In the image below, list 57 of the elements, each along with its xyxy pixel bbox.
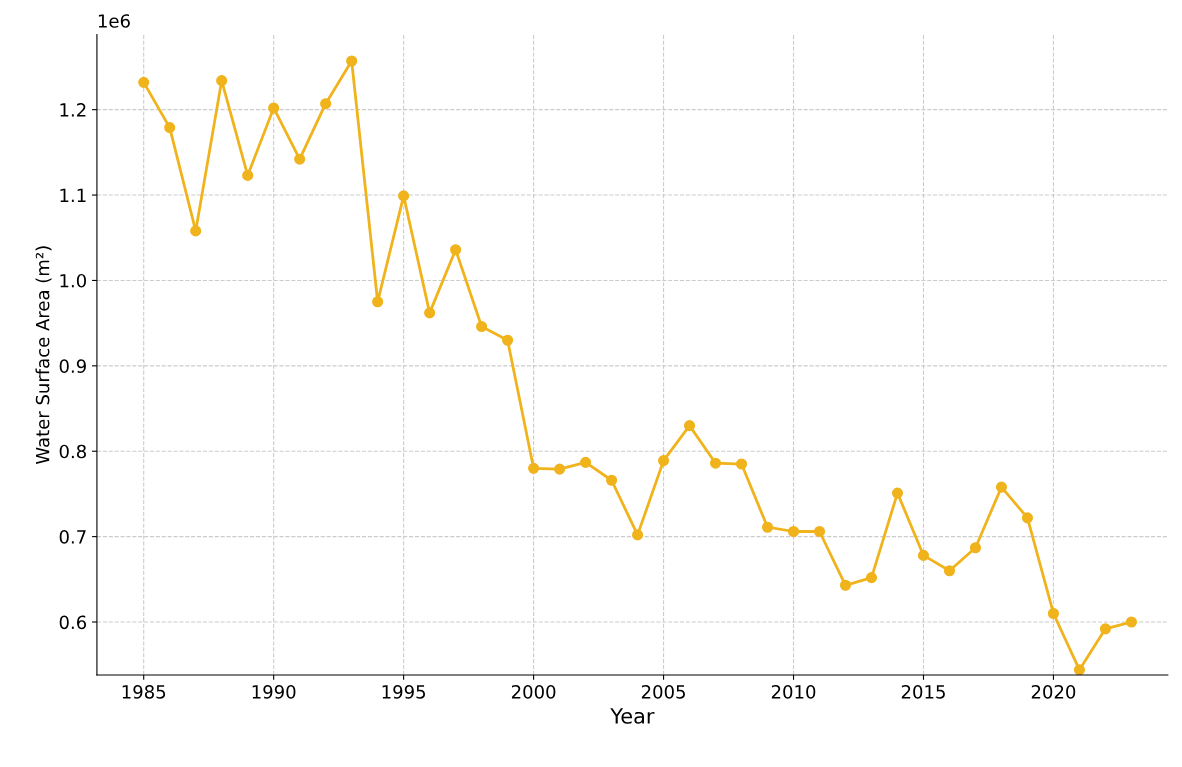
- point: [320, 98, 332, 110]
- point: [787, 525, 800, 538]
- point: [164, 122, 176, 134]
- x-tick-label: 2000: [511, 685, 556, 699]
- x-tick-label: 1990: [252, 685, 296, 699]
- point: [424, 307, 436, 319]
- point: [917, 549, 930, 561]
- point: [1021, 512, 1034, 524]
- x-tick-label: 2005: [641, 685, 685, 699]
- point: [398, 190, 410, 202]
- point: [969, 542, 982, 554]
- point: [190, 225, 202, 237]
- point: [1125, 616, 1137, 628]
- point: [294, 153, 306, 165]
- x-tick-label: 1985: [122, 685, 166, 699]
- y-tick-label: 0.8: [59, 444, 86, 459]
- x-tick-label: 2015: [901, 685, 945, 699]
- point: [683, 420, 696, 432]
- point: [216, 75, 228, 87]
- y-tick-label: 0.6: [59, 615, 87, 630]
- point: [995, 481, 1008, 493]
- point: [502, 334, 514, 346]
- point: [1047, 607, 1060, 620]
- point: [580, 456, 592, 468]
- y-tick-label: 0.9: [59, 359, 86, 373]
- y-tick-label: 0.7: [59, 530, 86, 544]
- y-tick-label: 1.0: [60, 273, 86, 288]
- point: [1073, 664, 1085, 675]
- point: [839, 579, 852, 591]
- point: [658, 455, 670, 467]
- point: [943, 565, 956, 577]
- x-tick-label: 2020: [1031, 685, 1076, 699]
- point: [632, 529, 644, 541]
- x-tick-label: 2010: [771, 685, 816, 699]
- point: [242, 169, 254, 181]
- point: [709, 457, 722, 469]
- y-axis-title: Water Surface Area (m²): [35, 246, 52, 465]
- x-axis-title: Year: [610, 708, 655, 724]
- point: [865, 572, 878, 584]
- point: [528, 462, 540, 474]
- x-tick-label: 1995: [382, 685, 426, 699]
- point: [372, 296, 384, 308]
- point: [891, 487, 904, 499]
- text: 1e6: [98, 14, 130, 28]
- point: [735, 458, 748, 470]
- point: [554, 463, 566, 475]
- point: [1099, 623, 1111, 635]
- point: [476, 321, 488, 333]
- y-tick-label: 1.2: [60, 103, 86, 117]
- point: [268, 102, 280, 114]
- point: [346, 55, 358, 67]
- point: [450, 244, 462, 256]
- y-tick-label: 1.1: [60, 188, 86, 202]
- point: [761, 521, 774, 533]
- point: [813, 525, 826, 538]
- point: [138, 76, 150, 88]
- point: [606, 474, 618, 486]
